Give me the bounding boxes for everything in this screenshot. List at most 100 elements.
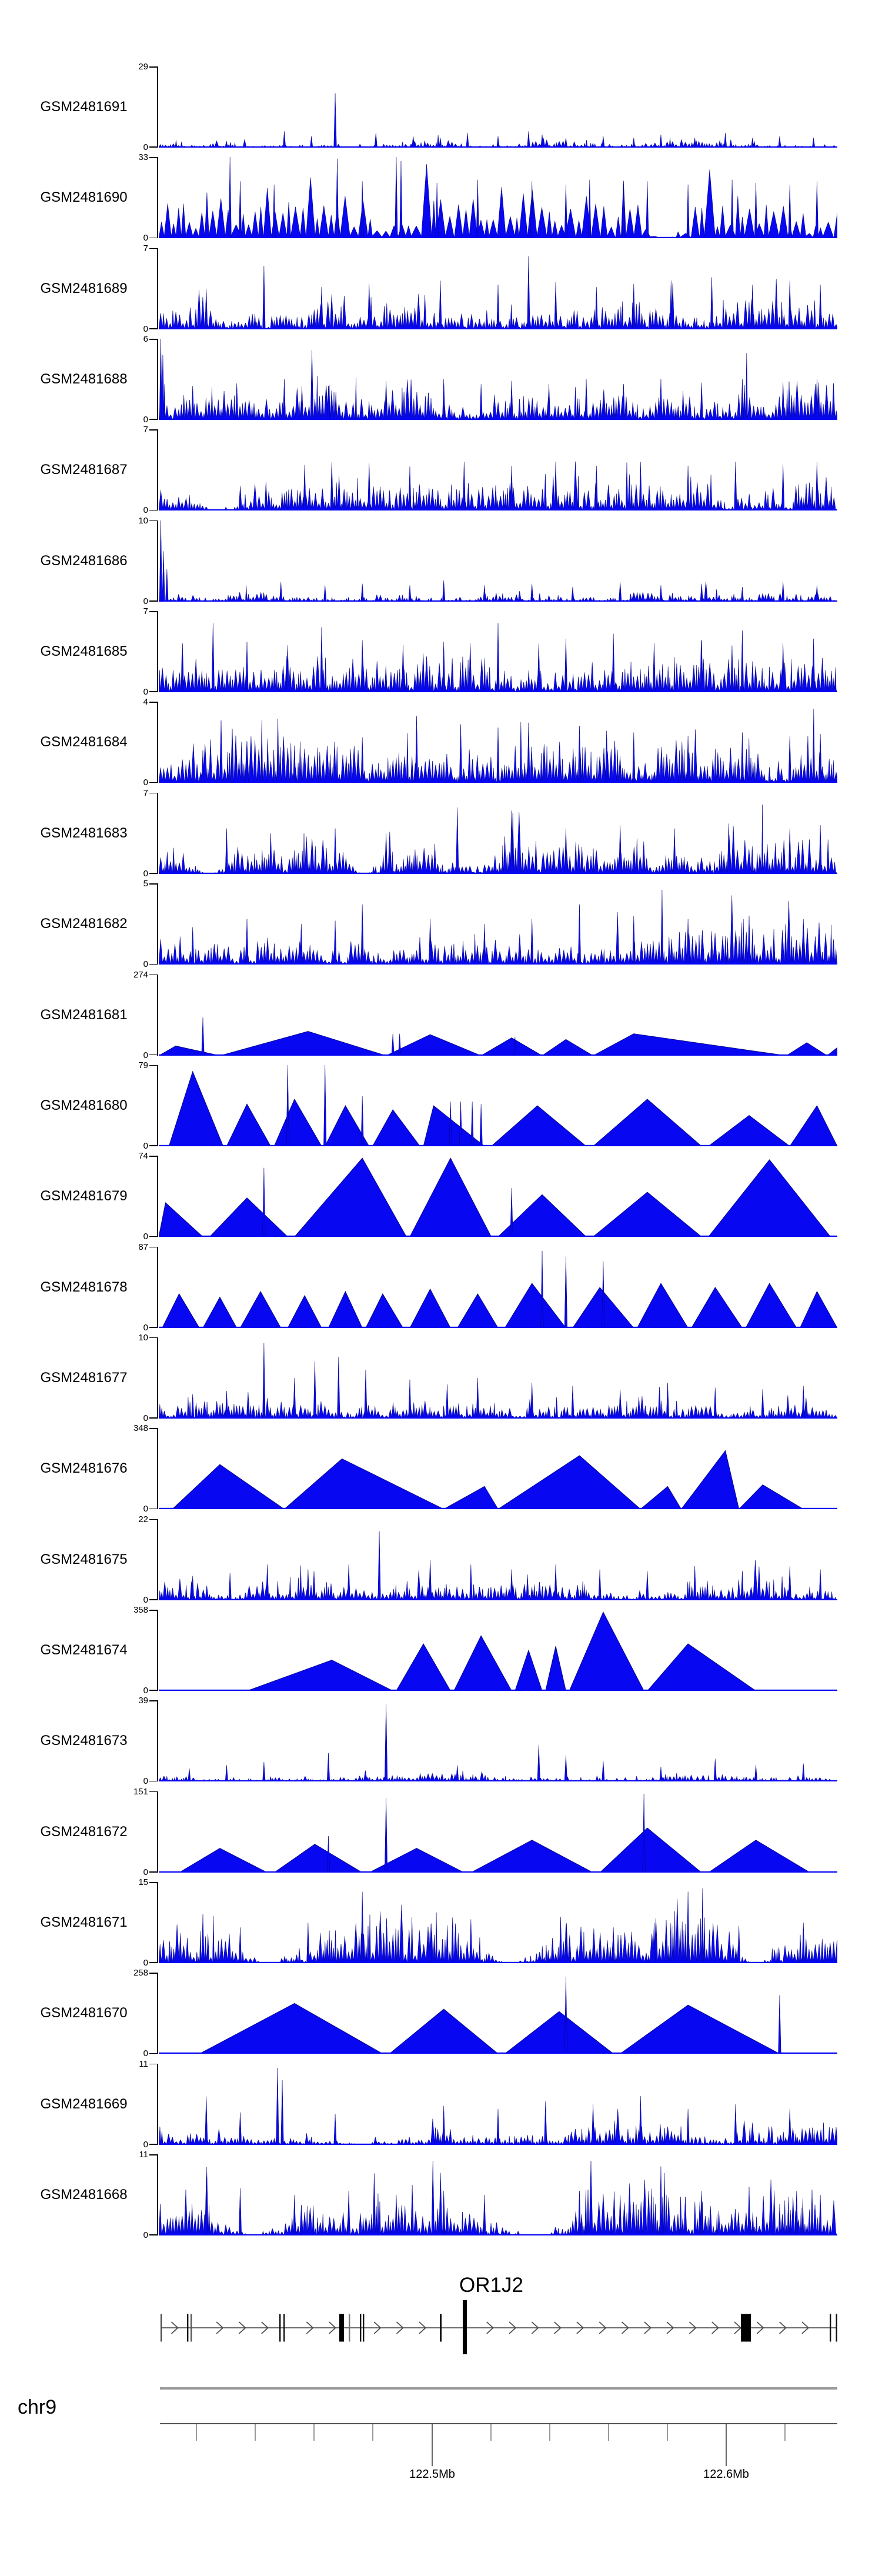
track-ymax-label: 87 xyxy=(138,1242,148,1252)
track-axis-tick xyxy=(149,1882,157,1883)
track-axis-tick xyxy=(149,963,157,965)
track-axis-tick xyxy=(149,509,157,511)
track-label: GSM2481677 xyxy=(40,1369,128,1386)
track-y-axis xyxy=(157,1882,158,1963)
track-zero-label: 0 xyxy=(143,1594,148,1605)
track-y-axis xyxy=(157,2063,158,2145)
track-axis-tick xyxy=(149,66,157,68)
track-zero-label: 0 xyxy=(143,2230,148,2241)
track-row-GSM2481668: GSM2481668 11 0 xyxy=(0,2150,882,2240)
track-zero-label: 0 xyxy=(143,1232,148,1242)
track-ymax-label: 22 xyxy=(138,1514,148,1524)
track-ymax-label: 7 xyxy=(143,788,148,798)
track-signal-GSM2481678 xyxy=(159,1250,837,1328)
track-label: GSM2481674 xyxy=(40,1641,128,1658)
track-axis-tick xyxy=(149,1417,157,1419)
track-row-GSM2481672: GSM2481672 151 0 xyxy=(0,1787,882,1877)
track-zero-label: 0 xyxy=(143,778,148,788)
track-axis-tick xyxy=(149,1145,157,1146)
track-axis-tick xyxy=(149,2053,157,2054)
track-row-GSM2481678: GSM2481678 87 0 xyxy=(0,1243,882,1332)
track-axis-tick xyxy=(149,1054,157,1056)
track-y-axis xyxy=(157,339,158,421)
track-axis-tick xyxy=(149,1973,157,1974)
track-zero-label: 0 xyxy=(143,1322,148,1333)
ruler-coordinate-label: 122.5Mb xyxy=(409,2468,455,2481)
track-ymax-label: 258 xyxy=(133,1968,148,1978)
track-signal-GSM2481684 xyxy=(159,709,837,783)
track-label: GSM2481672 xyxy=(40,1823,128,1840)
track-zero-label: 0 xyxy=(143,1776,148,1787)
track-y-axis xyxy=(157,520,158,602)
track-ymax-label: 6 xyxy=(143,334,148,345)
track-zero-label: 0 xyxy=(143,687,148,698)
track-axis-tick xyxy=(149,873,157,874)
track-y-axis xyxy=(157,1519,158,1600)
track-signal-GSM2481691 xyxy=(159,93,837,148)
track-row-GSM2481681: GSM2481681 274 0 xyxy=(0,970,882,1060)
track-y-axis xyxy=(157,248,158,329)
track-y-axis xyxy=(157,1337,158,1419)
track-axis-tick xyxy=(149,2234,157,2236)
track-label: GSM2481680 xyxy=(40,1097,128,1113)
coordinate-ruler xyxy=(160,2423,837,2466)
track-signal-GSM2481690 xyxy=(159,157,837,239)
track-signal-GSM2481672 xyxy=(159,1793,837,1873)
track-signal-GSM2481677 xyxy=(159,1343,837,1419)
track-axis-tick xyxy=(149,600,157,602)
track-axis-tick xyxy=(149,237,157,239)
track-ymax-label: 7 xyxy=(143,243,148,253)
track-zero-label: 0 xyxy=(143,1867,148,1877)
track-y-axis xyxy=(157,974,158,1056)
track-row-GSM2481680: GSM2481680 79 0 xyxy=(0,1061,882,1150)
track-row-GSM2481676: GSM2481676 348 0 xyxy=(0,1424,882,1513)
track-label: GSM2481684 xyxy=(40,734,128,750)
track-label: GSM2481670 xyxy=(40,2005,128,2021)
track-row-GSM2481675: GSM2481675 22 0 xyxy=(0,1515,882,1604)
track-axis-tick xyxy=(149,1236,157,1237)
track-row-GSM2481689: GSM2481689 7 0 xyxy=(0,244,882,333)
track-signal-GSM2481668 xyxy=(159,2161,837,2236)
track-zero-label: 0 xyxy=(143,2048,148,2059)
track-row-GSM2481674: GSM2481674 358 0 xyxy=(0,1606,882,1695)
separator-line xyxy=(160,2387,837,2390)
track-zero-label: 0 xyxy=(143,959,148,970)
track-ymax-label: 358 xyxy=(133,1604,148,1615)
track-signal-GSM2481685 xyxy=(159,623,837,693)
track-signal-GSM2481679 xyxy=(159,1157,837,1237)
track-label: GSM2481687 xyxy=(40,462,128,478)
track-zero-label: 0 xyxy=(143,1140,148,1151)
track-axis-tick xyxy=(149,2144,157,2145)
track-axis-tick xyxy=(149,1690,157,1691)
track-axis-tick xyxy=(149,1780,157,1782)
track-y-axis xyxy=(157,792,158,874)
track-row-GSM2481687: GSM2481687 7 0 xyxy=(0,425,882,515)
track-label: GSM2481681 xyxy=(40,1006,128,1023)
track-ymax-label: 29 xyxy=(138,62,148,72)
track-axis-tick xyxy=(149,1156,157,1157)
track-ymax-label: 11 xyxy=(139,2150,148,2160)
track-label: GSM2481685 xyxy=(40,643,128,660)
track-axis-tick xyxy=(149,1962,157,1963)
track-axis-tick xyxy=(149,1065,157,1066)
track-y-axis xyxy=(157,2154,158,2236)
track-axis-tick xyxy=(149,146,157,148)
track-row-GSM2481682: GSM2481682 5 0 xyxy=(0,879,882,969)
track-axis-tick xyxy=(149,1871,157,1873)
track-zero-label: 0 xyxy=(143,868,148,879)
track-label: GSM2481683 xyxy=(40,825,128,841)
track-y-axis xyxy=(157,1791,158,1873)
track-axis-tick xyxy=(149,702,157,703)
track-axis-tick xyxy=(149,328,157,329)
track-y-axis xyxy=(157,157,158,239)
track-signal-GSM2481681 xyxy=(159,1017,837,1056)
track-row-GSM2481690: GSM2481690 33 0 xyxy=(0,153,882,242)
track-ymax-label: 274 xyxy=(133,969,148,980)
track-zero-label: 0 xyxy=(143,596,148,606)
track-axis-tick xyxy=(149,1700,157,1701)
track-signal-GSM2481674 xyxy=(159,1611,837,1691)
track-zero-label: 0 xyxy=(143,1685,148,1696)
gene-model-track xyxy=(161,2300,837,2354)
track-row-GSM2481669: GSM2481669 11 0 xyxy=(0,2060,882,2149)
